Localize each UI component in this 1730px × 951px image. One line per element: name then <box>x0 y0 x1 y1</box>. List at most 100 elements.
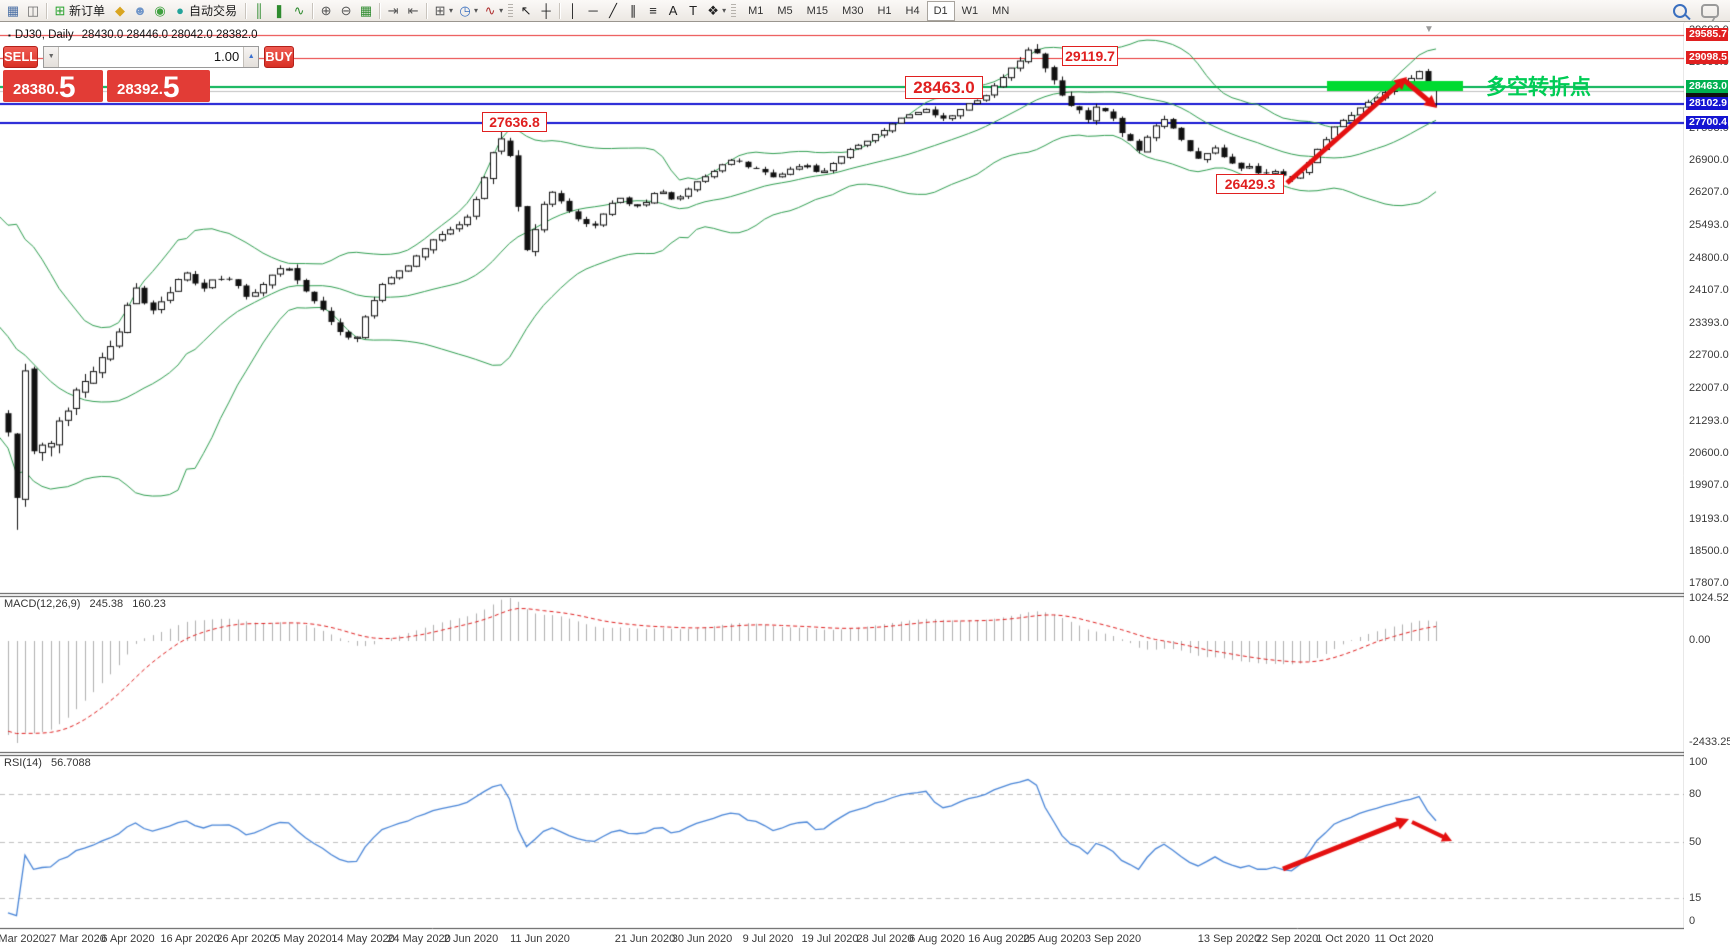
profiles-icon[interactable]: ◫ <box>23 1 43 21</box>
candlestick-icon: ❚ <box>273 2 285 18</box>
macd-tick: 0.00 <box>1689 634 1711 646</box>
indicators-icon-caret[interactable]: ▾ <box>499 6 504 15</box>
buy-price-panel[interactable]: 28392. 5 <box>107 70 210 103</box>
auto-scroll-icon[interactable]: ⇥ <box>383 1 403 21</box>
text-icon[interactable]: A <box>663 1 683 21</box>
price-annotation-label[interactable]: 26429.3 <box>1216 174 1284 194</box>
auto-trading-icon[interactable]: ● 自动交易 <box>170 1 242 21</box>
cursor-icon[interactable]: ↖ <box>516 1 536 21</box>
price-annotation-label[interactable]: 28463.0 <box>905 76 983 99</box>
date-label: 6 Aug 2020 <box>909 933 965 945</box>
rsi-tick: 80 <box>1689 788 1702 800</box>
arrows-icon[interactable]: ❖ ▾ <box>703 1 728 21</box>
toolbar-drag-handle[interactable] <box>731 3 737 18</box>
date-label: 24 May 2020 <box>387 933 451 945</box>
volume-decrease-icon[interactable]: ▼ <box>44 46 60 67</box>
timeframe-d1[interactable]: D1 <box>926 0 955 21</box>
vertical-line-icon: │ <box>569 2 578 18</box>
timeframe-m1[interactable]: M1 <box>748 4 764 17</box>
cursor-icon: ↖ <box>520 2 532 18</box>
new-chart-icon: ⊞ <box>434 2 446 18</box>
line-chart-icon[interactable]: ∿ <box>289 1 309 21</box>
date-label: 19 Jul 2020 <box>801 933 859 945</box>
volume-input[interactable] <box>59 46 244 67</box>
zoom-in-icon[interactable]: ⊕ <box>316 1 336 21</box>
indicators-icon[interactable]: ∿ ▾ <box>480 1 505 21</box>
date-label: 18 Mar 2020 <box>0 933 45 945</box>
price-tick: 23393.0 <box>1689 317 1729 330</box>
signal-icon[interactable]: ◉ <box>150 1 170 21</box>
toolbar-drag-handle[interactable] <box>508 3 514 18</box>
chart-shift-icon[interactable]: ⇤ <box>403 1 423 21</box>
gold-ingot-icon[interactable]: ◆ <box>110 1 130 21</box>
sell-button[interactable]: SELL <box>3 45 39 68</box>
chart-shift-marker-icon[interactable]: ▼ <box>1424 24 1434 35</box>
timeframe-h4[interactable]: H4 <box>905 4 920 17</box>
search-icon[interactable] <box>1673 3 1687 18</box>
chat-icon[interactable] <box>1701 3 1719 18</box>
date-label: 30 Jun 2020 <box>671 933 733 945</box>
line-chart-icon: ∿ <box>293 2 305 18</box>
crosshair-icon[interactable]: ┼ <box>536 1 556 21</box>
trendline-icon[interactable]: ╱ <box>603 1 623 21</box>
crosshair-icon: ┼ <box>541 2 551 18</box>
chart-window-icon[interactable]: ▦ <box>3 1 23 21</box>
price-badge: 28463.0 <box>1686 80 1728 94</box>
fibonacci-icon: ≡ <box>649 2 657 18</box>
rsi-value: 56.7088 <box>50 757 91 769</box>
new-chart-icon-caret[interactable]: ▾ <box>449 6 454 15</box>
rsi-name: RSI(14) <box>4 757 42 769</box>
zoom-out-icon: ⊖ <box>340 2 352 18</box>
candlestick-icon[interactable]: ❚ <box>269 1 289 21</box>
date-label: 9 Jul 2020 <box>742 933 794 945</box>
toolbar-separator <box>559 2 561 19</box>
vertical-line-icon[interactable]: │ <box>563 1 583 21</box>
rsi-label: RSI(14) 56.7088 <box>4 757 91 769</box>
one-click-trade-panel: SELL ▼ ▲ BUY 28380. 5 28392. 5 <box>3 45 294 104</box>
buy-price-main: 28392. <box>117 81 163 98</box>
sell-price-pip: 5 <box>58 71 76 104</box>
period-icon-caret[interactable]: ▾ <box>474 6 479 15</box>
timeframe-m5[interactable]: M5 <box>777 4 793 17</box>
timeframe-mn[interactable]: MN <box>992 4 1010 17</box>
price-axis[interactable]: 29693.029000.027593.026900.026207.025493… <box>1684 23 1730 951</box>
date-label: 1 Oct 2020 <box>1316 933 1370 945</box>
price-tick: 24107.0 <box>1689 283 1729 296</box>
price-tick: 21293.0 <box>1689 414 1729 427</box>
horizontal-line-icon[interactable]: ─ <box>583 1 603 21</box>
timeframe-m15[interactable]: M15 <box>806 4 829 17</box>
volume-increase-icon[interactable]: ▲ <box>243 46 259 67</box>
symbol-title: DJ30, Daily <box>14 29 74 41</box>
price-annotation-label[interactable]: 29119.7 <box>1062 46 1118 66</box>
support-icon[interactable]: ☻ <box>130 1 150 21</box>
timeframe-h1[interactable]: H1 <box>877 4 892 17</box>
date-label: 26 Apr 2020 <box>216 933 276 945</box>
price-tick: 19193.0 <box>1689 512 1729 525</box>
price-annotation-label[interactable]: 27636.8 <box>482 112 547 132</box>
tile-windows-icon[interactable]: ▦ <box>356 1 376 21</box>
sell-price-panel[interactable]: 28380. 5 <box>3 70 103 104</box>
toolbar-separator <box>379 2 381 19</box>
date-label: 16 Apr 2020 <box>160 933 220 945</box>
timeframe-w1[interactable]: W1 <box>961 4 979 17</box>
new-chart-icon[interactable]: ⊞ ▾ <box>430 1 455 21</box>
bar-chart-icon[interactable]: ║ <box>249 1 269 21</box>
price-badge: 29098.5 <box>1686 50 1728 64</box>
period-icon[interactable]: ◷ ▾ <box>455 1 480 21</box>
label-icon[interactable]: T <box>683 1 703 21</box>
price-badge: 27700.4 <box>1686 115 1728 129</box>
date-label: 3 Sep 2020 <box>1084 933 1142 945</box>
timeframe-m30[interactable]: M30 <box>842 4 864 17</box>
macd-value-main: 245.38 <box>89 598 124 610</box>
arrows-icon-caret[interactable]: ▾ <box>722 6 727 15</box>
zoom-out-icon[interactable]: ⊖ <box>336 1 356 21</box>
price-tick: 20600.0 <box>1689 447 1729 460</box>
fibonacci-icon[interactable]: ≡ <box>643 1 663 21</box>
channel-icon[interactable]: ∥ <box>623 1 643 21</box>
tile-windows-icon: ▦ <box>359 2 373 18</box>
buy-button[interactable]: BUY <box>264 45 294 68</box>
new-order-icon[interactable]: ⊞ 新订单 <box>50 1 110 21</box>
date-label: 21 Jun 2020 <box>614 933 676 945</box>
